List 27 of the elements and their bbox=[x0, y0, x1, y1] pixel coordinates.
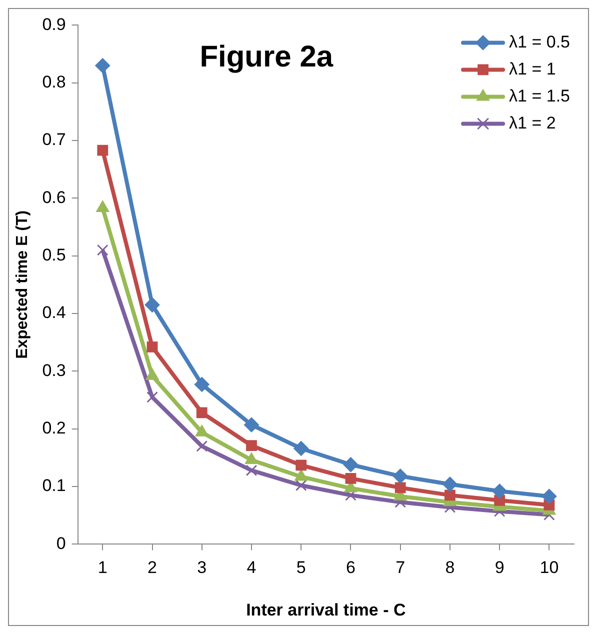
text: Figure 2a bbox=[200, 40, 334, 74]
y-tick-label: 0 bbox=[56, 534, 66, 553]
y-tick-label: 0.1 bbox=[42, 476, 66, 496]
x-tick-label: 10 bbox=[540, 558, 559, 578]
y-tick-label: 0.5 bbox=[42, 246, 66, 265]
x-axis-title: Inter arrival time - C bbox=[246, 600, 406, 620]
legend-label: λ1 = 0.5 bbox=[509, 32, 570, 52]
y-axis-title: Expected time E (T) bbox=[14, 210, 32, 359]
x-tick-label: 3 bbox=[197, 558, 207, 578]
y-tick-label: 0.8 bbox=[42, 72, 66, 92]
x-tick-label: 5 bbox=[296, 558, 306, 578]
y-tick-label: 0.2 bbox=[42, 418, 66, 438]
legend-label: λ1 = 2 bbox=[509, 113, 556, 132]
x-tick-label: 7 bbox=[396, 558, 406, 578]
x-tick-label: 8 bbox=[445, 558, 455, 578]
x-tick-label: 9 bbox=[494, 558, 504, 578]
x-tick-label: 6 bbox=[346, 558, 356, 578]
x-tick-label: 4 bbox=[246, 558, 256, 578]
y-tick-label: 0.4 bbox=[42, 303, 66, 322]
legend-label: λ1 = 1.5 bbox=[509, 86, 570, 106]
x-tick-label: 1 bbox=[98, 558, 108, 578]
y-tick-label: 0.6 bbox=[42, 188, 66, 207]
y-tick-label: 0.3 bbox=[42, 360, 66, 380]
y-tick-label: 0.7 bbox=[42, 130, 66, 150]
x-tick-label: 2 bbox=[148, 558, 157, 578]
legend-label: λ1 = 1 bbox=[509, 59, 556, 78]
y-tick-label: 0.9 bbox=[42, 14, 66, 34]
